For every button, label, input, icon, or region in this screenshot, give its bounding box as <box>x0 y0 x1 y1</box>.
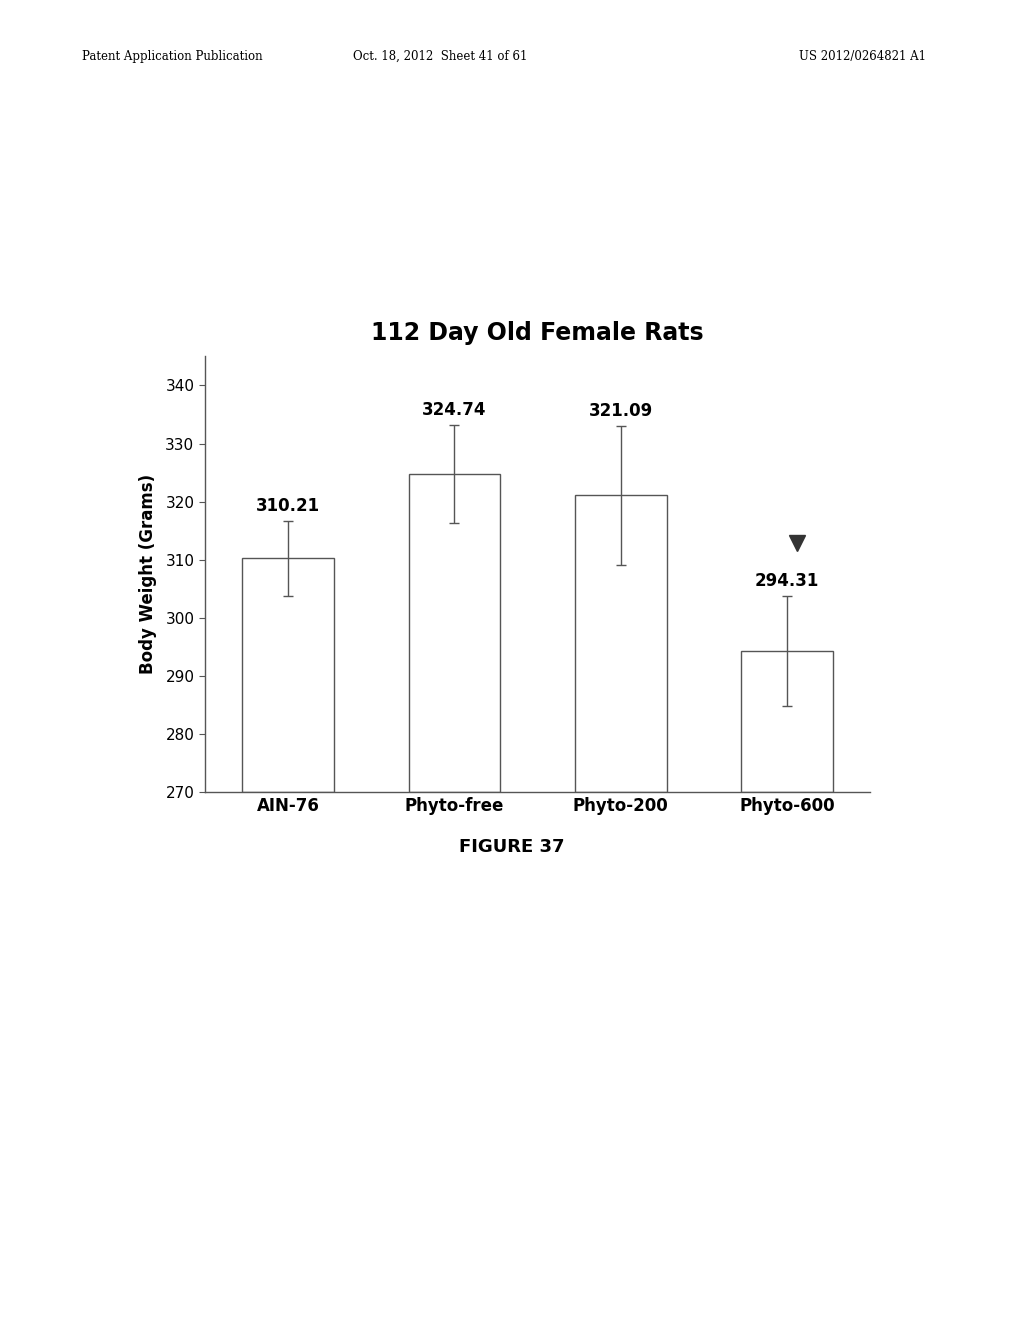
Bar <box>741 651 833 792</box>
Bar <box>575 495 667 792</box>
Text: Patent Application Publication: Patent Application Publication <box>82 50 262 63</box>
Text: Oct. 18, 2012  Sheet 41 of 61: Oct. 18, 2012 Sheet 41 of 61 <box>353 50 527 63</box>
Text: US 2012/0264821 A1: US 2012/0264821 A1 <box>799 50 926 63</box>
Text: 294.31: 294.31 <box>755 572 819 590</box>
Bar <box>243 558 334 792</box>
Text: 321.09: 321.09 <box>589 401 653 420</box>
Title: 112 Day Old Female Rats: 112 Day Old Female Rats <box>372 321 703 345</box>
Text: FIGURE 37: FIGURE 37 <box>459 838 565 857</box>
Text: 324.74: 324.74 <box>422 401 486 418</box>
Bar <box>409 474 500 792</box>
Y-axis label: Body Weight (Grams): Body Weight (Grams) <box>139 474 157 675</box>
Text: 310.21: 310.21 <box>256 496 321 515</box>
